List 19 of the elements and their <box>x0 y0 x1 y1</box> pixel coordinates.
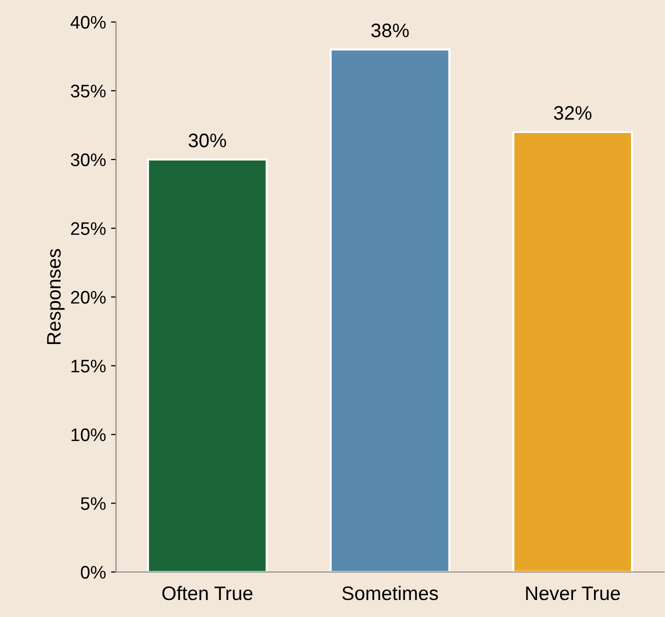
bar <box>330 48 450 572</box>
y-tick-label: 10% <box>72 428 106 442</box>
bar <box>512 130 634 572</box>
y-tick-label: 25% <box>71 222 106 235</box>
data-label: 30% <box>188 134 226 148</box>
x-tick-label: Sometimes <box>342 586 438 600</box>
bar <box>146 158 268 572</box>
y-tick-label: 30% <box>70 153 106 166</box>
y-tick-label: 40% <box>70 16 106 29</box>
y-tick-label: 0% <box>80 566 106 579</box>
data-label: 38% <box>371 24 409 38</box>
y-tick-label: 15% <box>72 360 106 372</box>
x-tick-label: Often True <box>162 586 252 600</box>
y-tick-label: 20% <box>71 290 106 304</box>
data-label: 32% <box>554 106 592 120</box>
y-tick-label: 5% <box>80 497 106 510</box>
y-axis-title: Responses <box>47 249 65 344</box>
y-tick-label: 35% <box>70 84 106 98</box>
x-tick-label: Never True <box>526 586 620 600</box>
